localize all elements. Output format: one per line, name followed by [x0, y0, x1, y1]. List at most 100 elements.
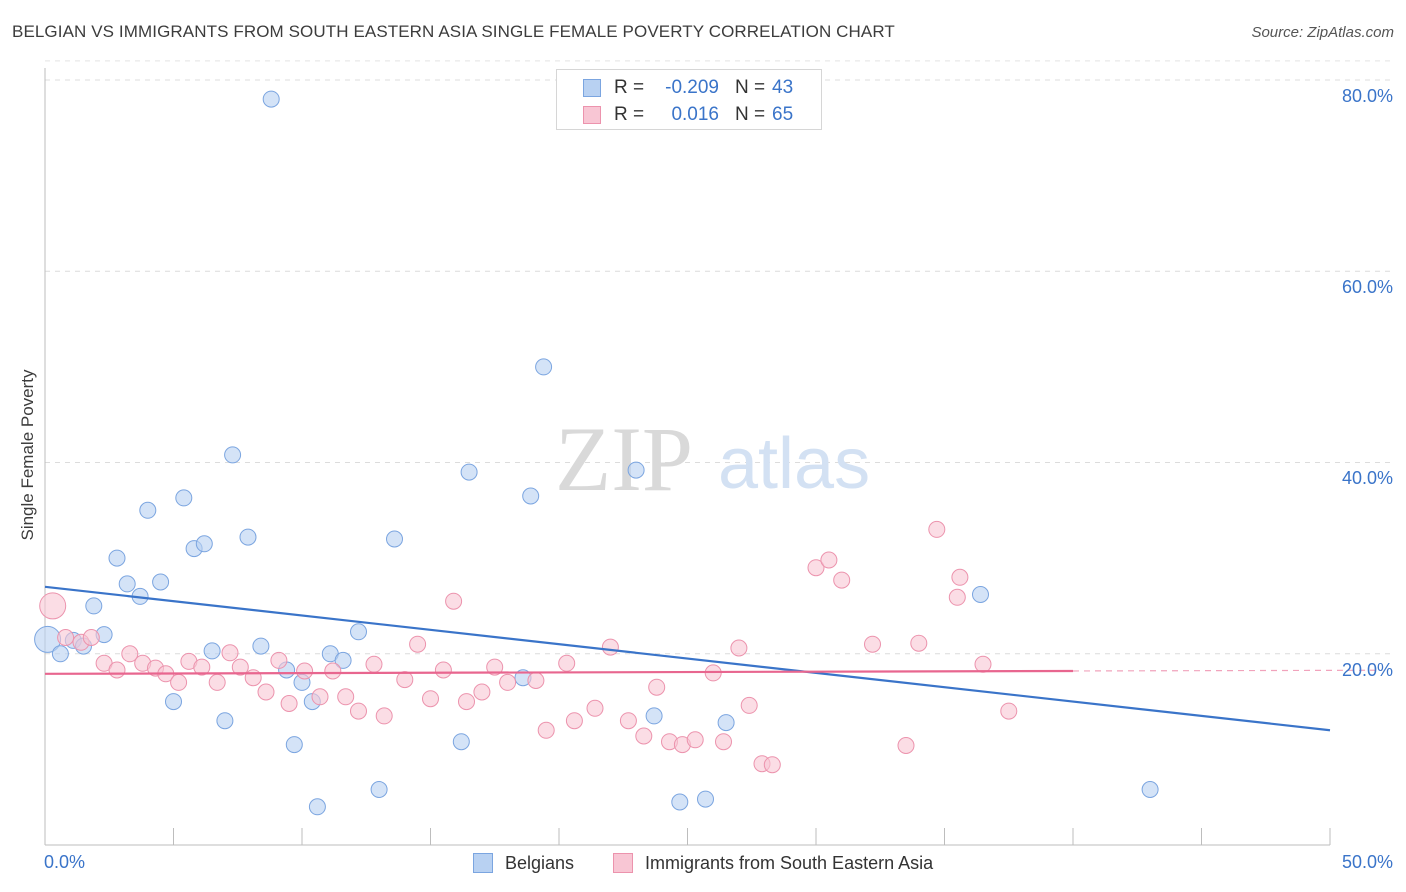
belgians-point	[175, 489, 193, 507]
immigrants-point	[208, 673, 226, 691]
immigrants-point	[473, 683, 491, 701]
watermark-atlas: atlas	[718, 424, 870, 504]
immigrants-point	[820, 551, 838, 569]
immigrants-point	[715, 733, 732, 751]
belgians-trendline	[44, 585, 1331, 732]
immigrants-point	[434, 661, 452, 679]
immigrants-point	[57, 629, 75, 646]
stats-row-immigrants: R = 0.016 N = 65	[557, 102, 821, 128]
immigrants-point	[270, 651, 288, 669]
immigrants-point	[763, 756, 781, 774]
immigrants-point	[337, 688, 355, 706]
immigrants-point	[486, 658, 504, 676]
immigrants-point	[928, 520, 946, 538]
y-tick-label: 80.0%	[1341, 86, 1393, 106]
source-label: Source: ZipAtlas.com	[1251, 24, 1394, 41]
immigrants-point	[565, 712, 583, 730]
belgians-point	[165, 693, 182, 711]
immigrants-point	[897, 737, 915, 754]
immigrants-trendline	[44, 669, 1074, 675]
immigrants-point	[170, 673, 188, 691]
y-tick-label: 60.0%	[1341, 277, 1393, 297]
immigrants-point	[586, 699, 604, 717]
correlation-stats-box: R = -0.209 N = 43 R = 0.016 N = 65	[556, 69, 822, 130]
y-tick-label: 20.0%	[1341, 660, 1393, 680]
belgians-point	[972, 586, 989, 603]
immigrants-point	[974, 655, 992, 673]
belgians-point	[108, 549, 126, 567]
immigrants-point	[244, 669, 262, 687]
belgians-point	[285, 736, 303, 754]
immigrants-point	[82, 629, 100, 646]
n-value: 43	[772, 77, 794, 98]
data-points	[34, 90, 1159, 816]
immigrants-trendline-extension	[1072, 669, 1383, 672]
belgians-point	[118, 575, 136, 593]
belgians-point	[152, 573, 170, 591]
immigrants-point	[619, 712, 637, 730]
belgians-point	[239, 528, 257, 546]
immigrants-point	[864, 635, 881, 653]
belgians-point	[522, 487, 540, 505]
immigrants-point	[686, 731, 704, 749]
immigrants-point	[527, 672, 545, 689]
belgians-point	[139, 501, 157, 519]
immigrants-point	[296, 662, 314, 680]
belgians-point	[535, 358, 553, 376]
stats-row-belgians: R = -0.209 N = 43	[557, 75, 821, 101]
immigrants-point	[1000, 702, 1018, 720]
belgians-point	[452, 733, 470, 751]
immigrants-point	[648, 678, 666, 696]
immigrants-point	[39, 592, 67, 620]
immigrants-point	[365, 655, 383, 673]
belgians-point	[334, 651, 352, 669]
axes	[44, 68, 1331, 846]
immigrants-point	[375, 707, 393, 725]
immigrants-point	[601, 638, 619, 656]
belgians-point	[370, 781, 388, 798]
chart-title: BELGIAN VS IMMIGRANTS FROM SOUTH EASTERN…	[12, 22, 895, 41]
belgians-point	[224, 446, 242, 464]
belgians-point	[350, 623, 367, 641]
immigrants-point	[458, 693, 475, 711]
immigrants-point	[324, 662, 342, 680]
belgians-point	[195, 535, 213, 553]
immigrants-point	[730, 639, 748, 657]
r-value: -0.209	[665, 77, 719, 98]
immigrants-point	[499, 673, 517, 691]
belgians-point	[308, 798, 326, 816]
legend-label: Belgians	[505, 853, 575, 873]
belgians-point	[262, 90, 280, 108]
legend-label: Immigrants from South Eastern Asia	[645, 853, 934, 873]
immigrants-point	[951, 568, 969, 586]
belgians-point	[85, 597, 103, 615]
belgians-legend-swatch	[473, 853, 493, 873]
immigrants-point	[807, 559, 825, 577]
immigrants-point	[445, 592, 463, 610]
immigrants-point	[221, 644, 239, 662]
immigrants-point	[257, 683, 275, 701]
immigrants-point	[108, 661, 126, 679]
immigrants-point	[193, 658, 211, 676]
belgians-point	[252, 637, 270, 655]
immigrants-swatch	[583, 106, 601, 124]
belgians-point	[51, 645, 69, 663]
immigrants-point	[311, 688, 329, 706]
belgians-point	[697, 790, 714, 808]
immigrants-point	[396, 671, 414, 689]
immigrants-legend-swatch	[613, 853, 633, 873]
immigrants-point	[910, 634, 928, 652]
belgians-point	[717, 714, 735, 732]
x-tick-label-max: 50.0%	[1341, 852, 1393, 872]
x-tick-label-min: 0.0%	[44, 852, 86, 872]
immigrants-point	[280, 695, 298, 712]
y-tick-label: 40.0%	[1341, 468, 1393, 488]
immigrants-point	[833, 571, 851, 589]
n-label: N =	[735, 77, 766, 98]
belgians-point	[627, 461, 645, 479]
immigrants-point	[121, 645, 139, 663]
n-value: 65	[772, 104, 794, 125]
immigrants-point	[635, 727, 653, 745]
r-value: 0.016	[671, 104, 719, 125]
